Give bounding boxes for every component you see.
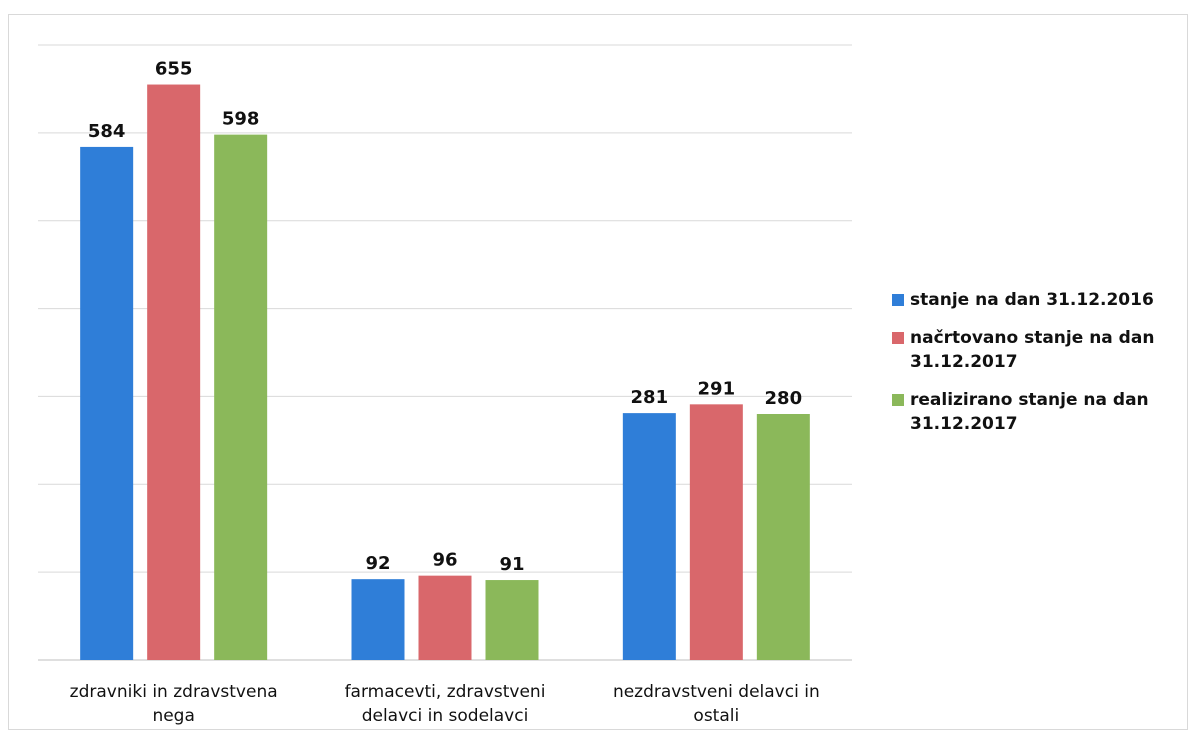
legend-item-1: stanje na dan 31.12.2016: [892, 288, 1192, 312]
legend-swatch: [892, 394, 904, 406]
bars: [80, 84, 810, 661]
bar-1-2: [351, 579, 405, 660]
category-label-3: nezdravstveni delavci in ostali: [613, 682, 820, 726]
data-labels: 584 655 598 92 96 91 281 291 280: [88, 59, 802, 576]
data-label-2-3: 291: [698, 378, 736, 399]
bar-2-2: [418, 575, 472, 660]
data-label-3-2: 91: [499, 554, 524, 575]
bar-3-1: [214, 134, 268, 661]
data-label-1-2: 92: [365, 553, 390, 574]
category-label-2: farmacevti, zdravstveni delavci in sodela…: [345, 682, 546, 726]
category-label-line: ostali: [693, 706, 739, 726]
category-labels: zdravniki in zdravstvena nega farmacevti, …: [70, 682, 820, 726]
bar-3-3: [756, 414, 810, 660]
legend-swatch: [892, 294, 904, 306]
legend-item-2: načrtovano stanje na dan 31.12.2017: [892, 326, 1192, 374]
data-label-1-3: 281: [631, 387, 669, 408]
legend-label: načrtovano stanje na dan 31.12.2017: [910, 328, 1155, 372]
data-label-1-1: 584: [88, 121, 126, 142]
legend: stanje na dan 31.12.2016 načrtovano stanj…: [892, 288, 1192, 450]
category-label-line: zdravniki in zdravstvena: [70, 682, 278, 702]
data-label-3-1: 598: [222, 109, 260, 130]
chart-frame: [8, 14, 1188, 730]
data-label-2-2: 96: [432, 550, 457, 571]
bar-2-1: [147, 84, 201, 661]
bar-1-1: [80, 146, 134, 660]
bar-2-3: [689, 404, 743, 660]
data-label-2-1: 655: [155, 59, 193, 80]
legend-item-3: realizirano stanje na dan 31.12.2017: [892, 388, 1192, 436]
legend-swatch: [892, 332, 904, 344]
legend-label: realizirano stanje na dan 31.12.2017: [910, 390, 1149, 434]
category-label-line: delavci in sodelavci: [362, 706, 529, 726]
category-label-line: farmacevti, zdravstveni: [345, 682, 546, 702]
bar-3-2: [485, 580, 539, 660]
legend-label: stanje na dan 31.12.2016: [910, 290, 1154, 310]
category-label-line: nezdravstveni delavci in: [613, 682, 820, 702]
bar-1-3: [622, 413, 676, 660]
category-label-1: zdravniki in zdravstvena nega: [70, 682, 278, 726]
category-label-line: nega: [152, 706, 194, 726]
data-label-3-3: 280: [765, 388, 803, 409]
